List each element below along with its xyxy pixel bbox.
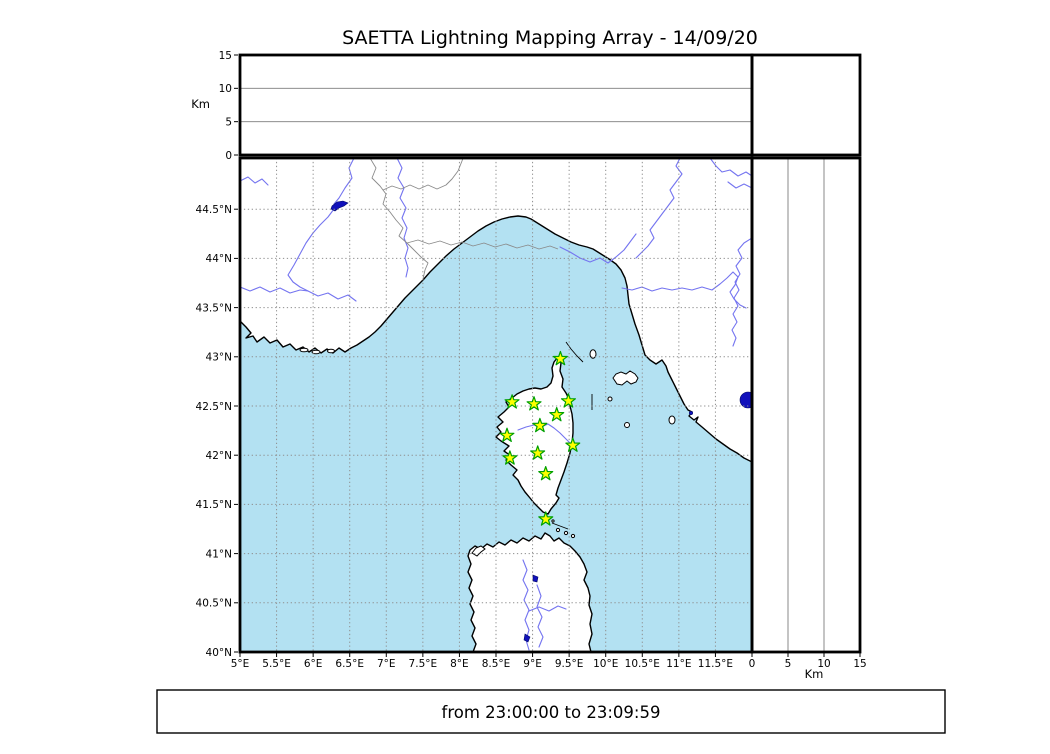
lat-tick-label: 42.5°N xyxy=(196,401,232,413)
top-panel-km-label: Km xyxy=(191,97,210,111)
lon-tick-label: 6.5°E xyxy=(335,658,364,670)
grid-layer xyxy=(240,158,752,652)
lon-tick-label: 8.5°E xyxy=(482,658,511,670)
lat-tick-label: 40°N xyxy=(206,647,232,659)
station-star-marker xyxy=(549,407,565,422)
tick-layer: 5°E 5.5°E 6°E 6.5°E 7°E 7.5°E 8°E 8.5°E 9°E 9.5°E… xyxy=(196,50,867,670)
lat-tick-label: 43.5°N xyxy=(196,302,232,314)
alt-tick-label: 5 xyxy=(225,116,232,128)
corsica-coast xyxy=(495,356,574,515)
time-range-box xyxy=(156,689,946,734)
time-range-text: from 23:00:00 to 23:09:59 xyxy=(442,703,661,722)
lon-tick-label: 10°E xyxy=(593,658,618,670)
station-star-marker xyxy=(504,394,520,409)
station-star-marker xyxy=(538,511,554,526)
station-star-marker xyxy=(538,466,554,481)
lon-tick-label: 10.5°E xyxy=(625,658,660,670)
lon-tick-label: 5°E xyxy=(231,658,250,670)
alt-tick-label: 0 xyxy=(225,150,232,162)
lat-tick-label: 43°N xyxy=(206,352,232,364)
lat-tick-label: 40.5°N xyxy=(196,598,232,610)
alt-tick-label: 5 xyxy=(785,658,792,670)
small-islands xyxy=(299,347,676,557)
alt-tick-label: 15 xyxy=(853,658,866,670)
sardinia-coast xyxy=(467,532,593,651)
lon-tick-label: 8°E xyxy=(450,658,469,670)
right-panel-km-label: Km xyxy=(805,667,824,681)
top-right-box xyxy=(752,55,860,155)
station-star-marker xyxy=(530,445,546,460)
station-star-marker xyxy=(526,396,542,411)
alt-tick-label: 10 xyxy=(219,83,232,95)
lat-tick-label: 41.5°N xyxy=(196,499,232,511)
lat-tick-label: 44°N xyxy=(206,253,232,265)
station-star-marker xyxy=(560,393,576,408)
coastline-artifacts xyxy=(551,341,593,530)
alt-tick-label: 15 xyxy=(219,50,232,62)
lon-tick-label: 6°E xyxy=(304,658,323,670)
lakes xyxy=(330,200,751,643)
figure-title: SAETTA Lightning Mapping Array - 14/09/2… xyxy=(342,27,758,49)
right-panel-frame xyxy=(750,156,862,654)
lon-tick-label: 11.5°E xyxy=(698,658,733,670)
top-right-frame xyxy=(750,53,862,157)
lat-tick-label: 41°N xyxy=(206,548,232,560)
mainland-coast xyxy=(241,159,751,463)
lon-tick-label: 7.5°E xyxy=(409,658,438,670)
station-star-marker xyxy=(565,437,581,452)
station-star-marker xyxy=(499,427,515,442)
country-borders xyxy=(370,159,559,280)
lat-tick-label: 42°N xyxy=(206,450,232,462)
alt-tick-label: 10 xyxy=(817,658,830,670)
alt-tick-label: 0 xyxy=(749,658,756,670)
lon-tick-label: 5.5°E xyxy=(262,658,291,670)
lon-tick-label: 9.5°E xyxy=(555,658,584,670)
station-layer xyxy=(499,350,581,526)
lake-bolsena xyxy=(739,391,751,409)
top-altitude-panel xyxy=(240,55,752,155)
lon-tick-label: 11°E xyxy=(666,658,691,670)
lat-tick-label: 44.5°N xyxy=(196,204,232,216)
station-star-marker xyxy=(532,417,548,433)
right-altitude-panel xyxy=(752,158,860,652)
lon-tick-label: 9°E xyxy=(523,658,542,670)
station-star-marker xyxy=(502,450,518,465)
panel-frames xyxy=(238,53,862,654)
panel-grid-layer xyxy=(240,87,825,652)
lon-tick-label: 7°E xyxy=(377,658,396,670)
station-star-marker xyxy=(552,350,568,366)
